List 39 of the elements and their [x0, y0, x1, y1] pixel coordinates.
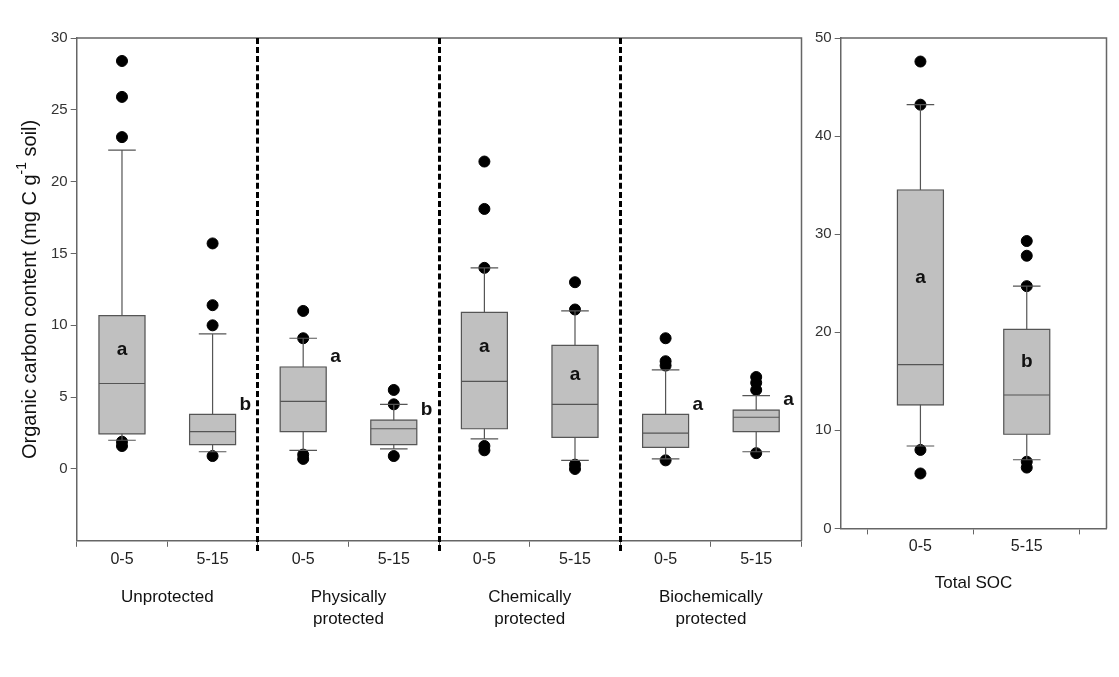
- annotation: b: [239, 392, 252, 414]
- y-tick-label: 40: [815, 126, 832, 144]
- y-tick-label: 30: [51, 28, 68, 46]
- x-tick-label: 5-15: [558, 549, 592, 567]
- y-tick-label: 10: [815, 420, 832, 438]
- x-tick-label: 0-5: [908, 537, 933, 555]
- x-tick-label: 5-15: [377, 549, 410, 567]
- annotation: b: [420, 398, 433, 420]
- x-tick-label: 5-15: [196, 549, 229, 567]
- text: Biochemically protected: [658, 586, 764, 628]
- text: Chemically protected: [488, 586, 572, 628]
- annotation: b: [1020, 350, 1033, 372]
- x-tick-label: 0-5: [654, 549, 678, 567]
- text: Physically protected: [310, 586, 387, 628]
- y-tick-label: 0: [59, 459, 68, 477]
- y-tick-label: 5: [59, 387, 68, 405]
- annotation: a: [783, 388, 795, 410]
- x-tick-label: 0-5: [110, 549, 134, 567]
- x-tick-label: 0-5: [472, 549, 497, 567]
- annotation: a: [479, 335, 491, 357]
- y-tick-label: 20: [815, 322, 832, 340]
- y-tick-label: 10: [51, 315, 68, 333]
- y-tick-label: 50: [815, 28, 832, 46]
- y-tick-label: 25: [51, 99, 68, 117]
- x-tick-label: 0-5: [291, 549, 315, 567]
- text: Unprotected: [120, 586, 214, 606]
- y-tick-label: 20: [51, 171, 68, 189]
- x-tick-label: 5-15: [1010, 537, 1043, 555]
- y-axis-title: Organic carbon content (mg C g-1 soil): [12, 119, 40, 460]
- x-axis-title: Total SOC: [934, 573, 1013, 593]
- y-tick-label: 0: [823, 518, 832, 536]
- y-tick-label: 15: [51, 243, 68, 261]
- annotation: a: [569, 363, 581, 385]
- annotation: a: [116, 337, 128, 359]
- y-tick-label: 30: [815, 224, 832, 242]
- x-tick-label: 5-15: [740, 549, 773, 567]
- annotation: a: [692, 392, 704, 414]
- annotation: a: [915, 265, 927, 287]
- annotation: a: [330, 345, 342, 367]
